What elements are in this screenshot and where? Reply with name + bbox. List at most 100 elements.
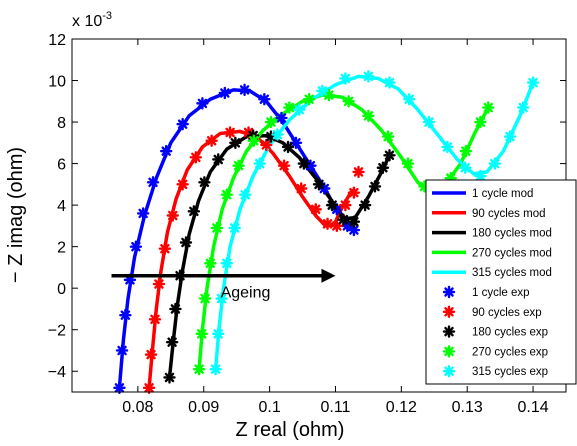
legend-swatch-90-cycles-exp [442,305,456,318]
marker-315-cycles-exp [215,292,228,305]
marker-315-cycles-exp [403,93,416,106]
marker-90-cycles-exp [142,381,156,395]
marker-180-cycles-exp [297,157,311,170]
marker-315-cycles-exp [441,140,454,154]
marker-1-cycle-exp [176,117,189,131]
legend-label-315-cycles-exp: 315 cycles exp [472,366,548,378]
marker-180-cycles-exp [358,198,372,212]
marker-315-cycles-exp [459,161,472,174]
marker-315-cycles-exp [253,157,266,170]
legend-label-90-cycles-mod: 90 cycles mod [472,208,546,220]
marker-1-cycle-exp [113,381,126,395]
marker-315-cycles-exp [383,76,396,89]
marker-270-cycles-exp [482,101,495,114]
marker-180-cycles-exp [165,335,179,349]
marker-270-cycles-exp [381,130,395,143]
y-axis-ticks: −4 −2 0 2 4 6 8 10 12 [48,32,566,381]
legend: 1 cycle mod 90 cycles mod 180 cycles mod 27… [425,179,577,385]
y-exponent-base: x 10 [72,13,102,30]
legend-swatch-315-cycles-exp [442,365,456,378]
marker-1-cycle-exp [275,111,288,125]
legend-swatch-270-cycles-exp [442,345,456,358]
marker-270-cycles-exp [192,362,206,376]
x-tick-label: 0.14 [517,399,548,416]
y-tick-label: −4 [48,364,66,381]
marker-270-cycles-exp [220,188,233,201]
marker-315-cycles-exp [422,115,436,129]
marker-270-cycles-exp [210,221,224,235]
marker-180-cycles-exp [163,371,176,384]
y-tick-label: 8 [57,115,66,132]
marker-315-cycles-exp [239,188,252,201]
marker-1-cycle-exp [119,308,132,322]
marker-315-cycles-exp [526,76,540,89]
marker-180-cycles-exp [337,213,350,226]
marker-90-cycles-exp [158,242,172,255]
x-tick-label: 0.09 [188,399,219,416]
marker-270-cycles-exp [362,109,375,123]
marker-315-cycles-exp [271,128,284,141]
y-axis-label: − Z imag (ohm) [5,147,27,283]
marker-90-cycles-exp [260,138,273,152]
legend-swatch-180-cycles-exp [442,325,456,338]
marker-270-cycles-exp [342,95,355,108]
marker-90-cycles-exp [277,159,291,172]
x-tick-label: 0.13 [452,399,483,416]
marker-90-cycles-exp [176,178,189,191]
marker-315-cycles-exp [362,70,375,83]
marker-180-cycles-exp [169,302,182,316]
y-tick-label: 6 [57,157,66,174]
y-tick-label: 0 [57,281,66,298]
marker-1-cycle-exp [238,83,251,97]
marker-180-cycles-exp [376,161,390,174]
marker-180-cycles-exp [325,198,339,212]
marker-315-cycles-exp [339,72,352,85]
y-exponent-power: -3 [102,10,112,22]
marker-90-cycles-exp [166,209,179,222]
marker-90-cycles-exp [189,151,203,164]
x-tick-label: 0.12 [386,399,417,416]
ageing-arrowhead [321,268,336,283]
marker-1-cycle-exp [196,97,209,110]
y-tick-label: 2 [57,240,66,257]
marker-180-cycles-exp [187,205,201,218]
marker-180-cycles-exp [347,215,361,228]
marker-180-cycles-exp [198,176,211,189]
marker-90-cycles-exp [352,165,365,179]
marker-1-cycle-exp [129,240,143,253]
marker-270-cycles-exp [459,144,473,158]
marker-90-cycles-exp [148,313,162,326]
marker-270-cycles-exp [198,292,212,305]
marker-180-cycles-exp [383,149,396,162]
marker-90-cycles-exp [152,277,166,291]
marker-90-cycles-exp [295,182,308,195]
marker-315-cycles-exp [212,327,225,341]
marker-270-cycles-exp [247,134,260,147]
marker-90-cycles-exp [347,186,361,199]
y-tick-label: 12 [48,32,66,49]
marker-315-cycles-exp [228,221,241,235]
marker-270-cycles-exp [264,115,278,129]
marker-315-cycles-exp [220,257,233,270]
marker-180-cycles-exp [368,180,382,193]
marker-270-cycles-exp [283,101,296,114]
marker-180-cycles-exp [281,140,295,154]
marker-180-cycles-exp [229,136,242,150]
x-axis-label: Z real (ohm) [236,419,345,441]
marker-1-cycle-exp [136,207,150,220]
ageing-annotation: Ageing [111,268,336,302]
marker-270-cycles-exp [302,93,316,106]
y-tick-label: −2 [48,323,66,340]
x-tick-label: 0.08 [122,399,153,416]
x-tick-label: 0.11 [320,399,350,416]
x-axis-ticks: 0.08 0.09 0.1 0.11 0.12 0.13 0.14 [122,39,549,416]
marker-315-cycles-exp [474,169,487,183]
marker-90-cycles-exp [321,217,334,231]
marker-90-cycles-exp [205,134,218,147]
marker-180-cycles-exp [312,178,326,191]
marker-270-cycles-exp [204,257,217,270]
legend-label-270-cycles-mod: 270 cycles mod [472,247,552,259]
marker-180-cycles-exp [179,236,193,249]
x-tick-label: 0.1 [258,399,280,416]
